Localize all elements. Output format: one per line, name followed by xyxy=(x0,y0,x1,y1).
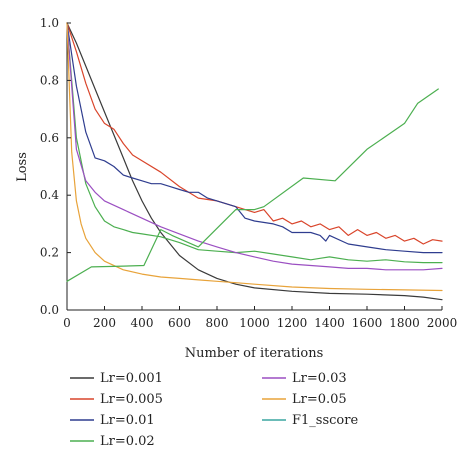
series-line-f1-sscore xyxy=(66,88,439,282)
x-tick-label: 1400 xyxy=(314,316,345,330)
legend-label: Lr=0.05 xyxy=(292,392,347,407)
y-axis-title: Loss xyxy=(15,152,30,182)
x-tick-label: 800 xyxy=(206,316,229,330)
x-tick-label: 1800 xyxy=(389,316,420,330)
legend: Lr=0.001 Lr=0.03 Lr=0.005 Lr=0.05 Lr=0.01 F1_… xyxy=(70,371,358,449)
y-tick-label: 0.2 xyxy=(40,246,59,260)
legend-label: Lr=0.005 xyxy=(100,392,163,407)
ticks-layer: 0 200 400 600 800 1000 1200 1400 1600 1800 2000 0.0… xyxy=(40,16,457,330)
y-tick-label: 0.4 xyxy=(40,188,59,202)
axes xyxy=(66,23,442,311)
series-layer xyxy=(66,22,443,301)
y-tick-label: 0.8 xyxy=(40,73,59,87)
series-line-lr-0-001 xyxy=(66,22,443,301)
x-tick-label: 0 xyxy=(63,316,71,330)
x-tick-label: 200 xyxy=(93,316,116,330)
y-tick-label: 1.0 xyxy=(40,16,59,30)
legend-label: Lr=0.02 xyxy=(100,434,155,449)
legend-label: Lr=0.001 xyxy=(100,371,163,386)
x-tick-label: 2000 xyxy=(427,316,458,330)
y-tick-label: 0.6 xyxy=(40,131,59,145)
x-tick-label: 1000 xyxy=(239,316,270,330)
series-line-lr-0-005 xyxy=(66,22,443,245)
legend-label: Lr=0.01 xyxy=(100,413,155,428)
series-line-lr-0-02 xyxy=(66,22,443,264)
series-line-lr-0-01 xyxy=(66,22,443,254)
x-axis-title: Number of iterations xyxy=(185,346,324,361)
legend-label: Lr=0.03 xyxy=(292,371,347,386)
x-tick-label: 600 xyxy=(168,316,191,330)
x-tick-label: 1600 xyxy=(352,316,383,330)
legend-label: F1_sscore xyxy=(292,413,358,428)
series-line-lr-0-03 xyxy=(66,22,443,271)
x-tick-label: 400 xyxy=(131,316,154,330)
series-line-lr-0-05 xyxy=(66,22,443,292)
x-tick-label: 1200 xyxy=(277,316,308,330)
y-tick-label: 0.0 xyxy=(40,303,59,317)
